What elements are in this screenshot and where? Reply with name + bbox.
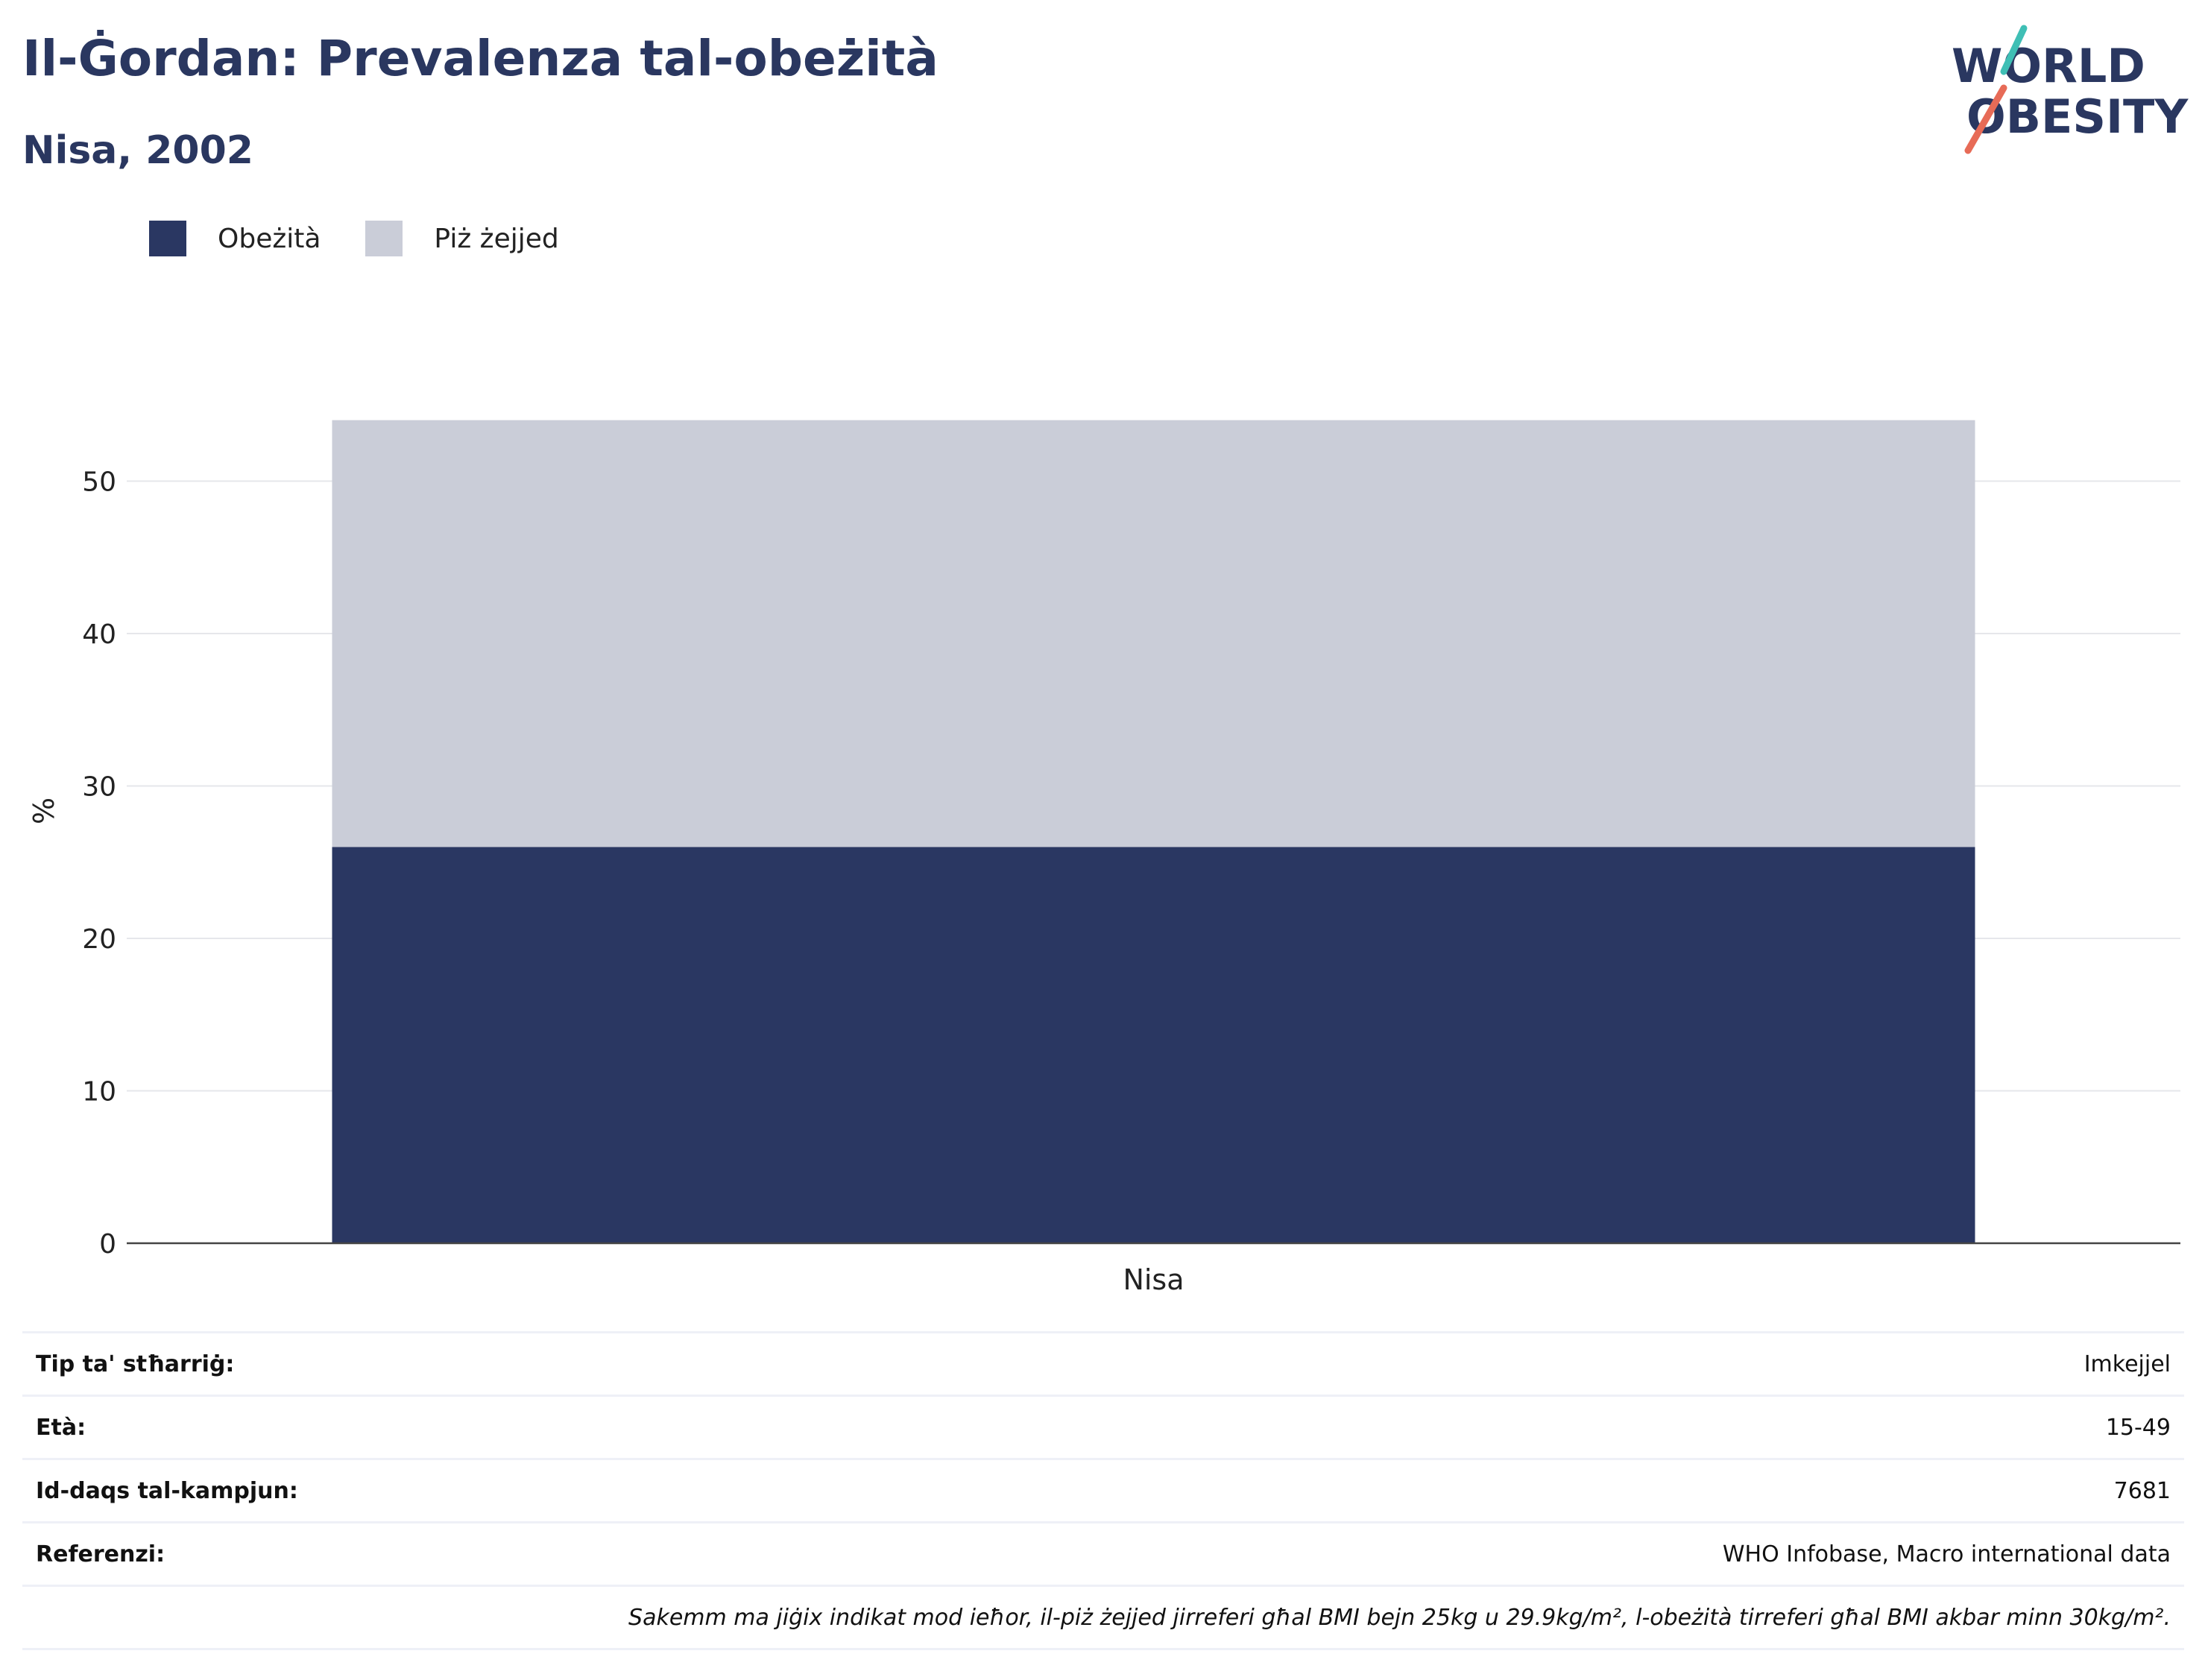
- world-obesity-logo: WORLD OBESITY: [1952, 25, 2189, 154]
- y-tick-label: 30: [82, 772, 116, 803]
- info-row-note: Sakemm ma jiġix indikat mod ieħor, il-pi…: [22, 1585, 2184, 1650]
- info-row-references: Referenzi: WHO Infobase, Macro internati…: [22, 1521, 2184, 1585]
- y-tick-label: 20: [82, 924, 116, 955]
- legend: Obeżità Piż żejjed: [149, 221, 604, 256]
- info-key: Tip ta' stħarriġ:: [36, 1351, 235, 1377]
- bar-segment-overweight[interactable]: [332, 420, 1975, 847]
- logo-slash-coral: [1964, 84, 2007, 154]
- legend-label-obesity: Obeżità: [218, 223, 321, 254]
- y-tick-label: 10: [82, 1077, 116, 1108]
- info-value: 15-49: [2105, 1415, 2171, 1441]
- bar-segment-obesity[interactable]: [332, 847, 1975, 1243]
- y-tick-label: 0: [99, 1229, 116, 1260]
- y-tick-label: 50: [82, 467, 116, 498]
- legend-swatch-obesity: [149, 221, 186, 256]
- legend-item-obesity[interactable]: Obeżità: [149, 221, 321, 256]
- x-axis-ticks: Nisa: [1123, 1263, 1184, 1296]
- bars: [332, 420, 1975, 1243]
- y-axis-title: %: [28, 798, 60, 824]
- bar-chart: 0 10 20 30 40 50 Nisa %: [28, 420, 2180, 1296]
- logo-slash-teal: [2000, 25, 2028, 75]
- legend-swatch-overweight: [365, 221, 403, 256]
- chart-subtitle: Nisa, 2002: [22, 128, 253, 173]
- info-value: WHO Infobase, Macro international data: [1722, 1541, 2171, 1567]
- legend-label-overweight: Piż żejjed: [434, 223, 559, 254]
- info-key: Id-daqs tal-kampjun:: [36, 1478, 298, 1504]
- info-key: Referenzi:: [36, 1541, 165, 1567]
- info-note: Sakemm ma jiġix indikat mod ieħor, il-pi…: [628, 1605, 2171, 1631]
- logo-line-1: WORLD: [1952, 39, 2145, 93]
- y-axis-ticks: 0 10 20 30 40 50: [82, 467, 116, 1260]
- y-tick-label: 40: [82, 619, 116, 650]
- info-row-sample-size: Id-daqs tal-kampjun: 7681: [22, 1458, 2184, 1521]
- legend-item-overweight[interactable]: Piż żejjed: [365, 221, 559, 256]
- x-tick-label: Nisa: [1123, 1263, 1184, 1296]
- chart-title: Il-Ġordan: Prevalenza tal-obeżità: [22, 30, 939, 87]
- info-row-age: Età: 15-49: [22, 1395, 2184, 1458]
- info-key: Età:: [36, 1415, 86, 1441]
- logo-line-2: OBESITY: [1966, 89, 2189, 144]
- info-row-survey-type: Tip ta' stħarriġ: Imkejjel: [22, 1331, 2184, 1395]
- info-value: Imkejjel: [2083, 1351, 2171, 1377]
- info-value: 7681: [2113, 1478, 2171, 1504]
- info-table: Tip ta' stħarriġ: Imkejjel Età: 15-49 Id…: [22, 1331, 2184, 1650]
